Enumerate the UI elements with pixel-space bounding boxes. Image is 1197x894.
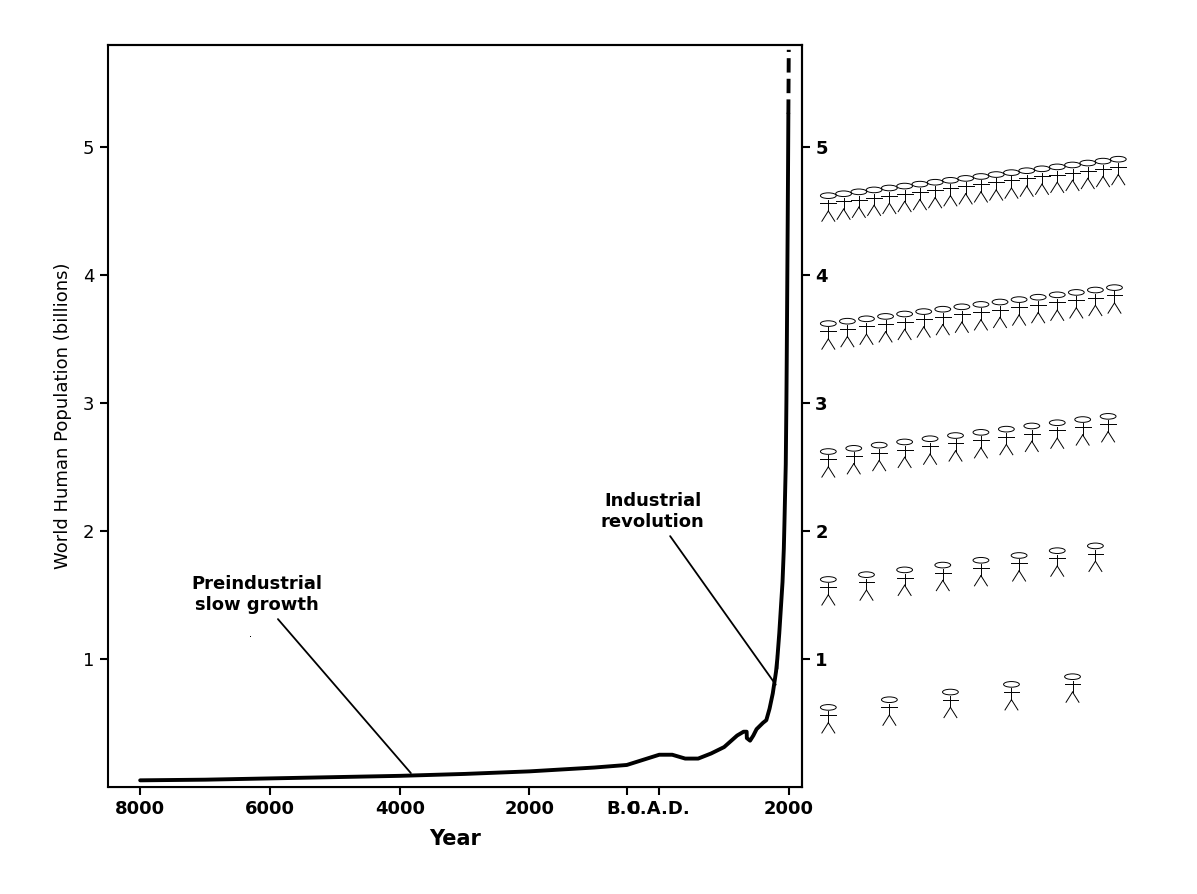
X-axis label: Year: Year (429, 829, 481, 849)
Y-axis label: World Human Population (billions): World Human Population (billions) (54, 263, 72, 569)
Text: Industrial
revolution: Industrial revolution (601, 493, 776, 685)
Text: Preindustrial
slow growth: Preindustrial slow growth (192, 576, 411, 773)
